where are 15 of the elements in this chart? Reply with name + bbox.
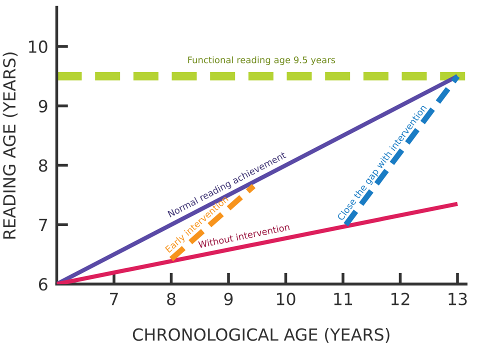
x-axis-title: CHRONOLOGICAL AGE (YEARS): [132, 328, 390, 343]
ref-line-label: Functional reading age 9.5 years: [188, 56, 336, 66]
x-tick-label: 11: [334, 292, 352, 306]
x-tick-label: 13: [448, 292, 467, 306]
x-tick-label: 12: [391, 292, 410, 306]
x-tick-label: 10: [276, 292, 296, 306]
x-tick-label: 9: [224, 292, 233, 306]
y-axis-title: READING AGE (YEARS): [2, 52, 18, 239]
x-tick-label: 7: [110, 292, 118, 306]
y-tick-label: 7: [39, 218, 47, 231]
y-tick-label: 10: [29, 40, 48, 54]
x-tick-label: 8: [167, 292, 176, 306]
y-tick-label: 8: [38, 159, 48, 172]
y-tick-label: 9: [38, 100, 48, 112]
y-tick-label: 6: [38, 278, 48, 291]
